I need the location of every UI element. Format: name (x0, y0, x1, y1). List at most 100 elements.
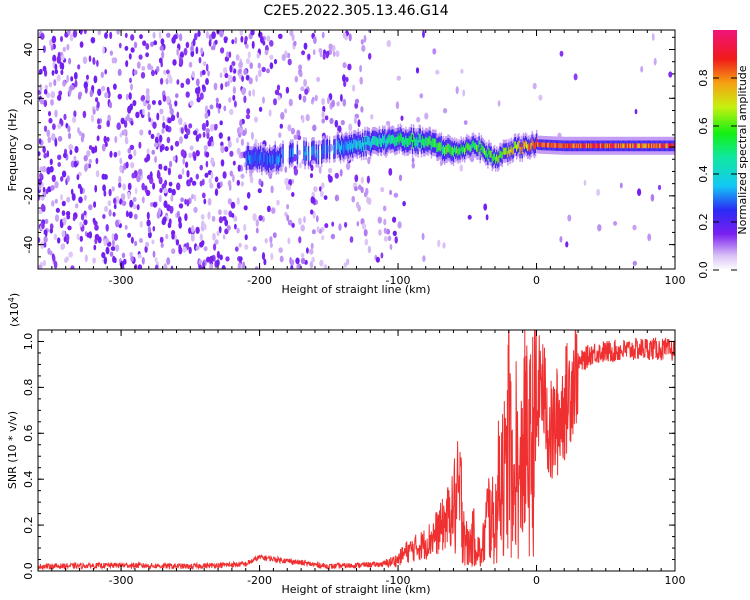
noise-speck (166, 136, 171, 144)
signal-core (509, 149, 511, 157)
signal-core (501, 152, 503, 160)
noise-speck (134, 187, 138, 195)
signal-core (532, 141, 534, 149)
noise-speck (159, 108, 164, 115)
noise-speck (244, 35, 248, 42)
noise-speck (330, 233, 336, 240)
signal-core (598, 143, 600, 149)
noise-speck (92, 257, 96, 264)
signal-core (511, 147, 513, 155)
noise-speck (38, 138, 42, 145)
signal-core (459, 148, 461, 156)
noise-speck (321, 111, 325, 118)
signal-core (344, 142, 346, 151)
noise-speck (329, 117, 334, 125)
noise-speck (321, 235, 325, 241)
noise-speck (146, 174, 152, 180)
noise-speck (300, 224, 306, 232)
noise-speck (216, 250, 220, 259)
noise-speck (49, 223, 54, 230)
noise-speck (120, 117, 125, 125)
noise-speck (95, 157, 99, 165)
signal-core (599, 143, 601, 149)
noise-speck (185, 91, 190, 98)
noise-speck (105, 246, 110, 255)
noise-speck (240, 36, 244, 43)
noise-speck (43, 236, 48, 243)
signal-core (326, 144, 328, 154)
noise-speck (93, 201, 97, 208)
signal-core (652, 143, 654, 149)
noise-speck (210, 124, 214, 132)
noise-speck (296, 129, 301, 137)
signal-core (353, 139, 355, 148)
noise-speck (197, 30, 201, 37)
noise-speck (650, 194, 655, 202)
signal-core (313, 146, 315, 155)
signal-core (624, 143, 626, 149)
noise-speck (322, 53, 326, 60)
noise-speck (216, 230, 220, 237)
noise-speck (123, 128, 127, 136)
noise-speck (171, 248, 176, 255)
noise-speck (368, 52, 372, 60)
noise-speck (77, 64, 81, 70)
snr-panel: -300 -200 -100 0 100 0.0 0.2 0.4 0.6 0.8 1.0 Heigh… (6, 293, 686, 596)
signal-core (399, 132, 402, 142)
noise-speck (298, 71, 303, 78)
colorbar-tick-label: 0.8 (697, 69, 710, 87)
y-tick-label: 0.0 (22, 562, 35, 580)
signal-core (385, 139, 387, 149)
noise-speck (136, 61, 141, 69)
signal-core (436, 143, 438, 152)
signal-core (616, 143, 619, 149)
signal-core (365, 142, 367, 151)
signal-core (280, 152, 282, 162)
noise-speck (252, 246, 257, 252)
noise-speck (223, 105, 227, 112)
noise-speck (343, 262, 347, 268)
noise-speck (128, 53, 132, 60)
noise-speck (393, 192, 399, 198)
noise-speck (331, 99, 335, 108)
noise-speck (170, 114, 176, 122)
noise-speck (158, 207, 162, 216)
signal-core (305, 146, 307, 156)
noise-speck (651, 33, 655, 41)
signal-core (548, 142, 550, 148)
noise-speck (298, 64, 303, 71)
noise-speck (107, 200, 112, 207)
noise-speck (139, 129, 144, 136)
signal-core (531, 138, 533, 146)
noise-speck (538, 94, 543, 101)
noise-speck (159, 236, 164, 244)
noise-speck (216, 101, 219, 109)
noise-speck (245, 43, 249, 49)
noise-speck (559, 236, 563, 243)
noise-speck (43, 242, 47, 248)
noise-speck (195, 226, 200, 234)
noise-speck (229, 108, 234, 116)
noise-speck (353, 117, 357, 124)
noise-speck (50, 185, 55, 191)
signal-core (469, 145, 471, 153)
noise-speck (188, 123, 193, 129)
signal-core (373, 136, 375, 145)
noise-speck (324, 115, 329, 121)
signal-core (347, 144, 349, 153)
y-tick-label: 0.6 (22, 425, 35, 443)
noise-speck (336, 101, 340, 107)
noise-speck (232, 86, 236, 94)
noise-speck (109, 31, 113, 40)
noise-speck (325, 51, 329, 59)
noise-speck (300, 257, 306, 265)
noise-speck (119, 132, 123, 138)
signal-core (534, 141, 537, 149)
noise-speck (127, 232, 132, 238)
noise-speck (295, 257, 300, 265)
noise-speck (385, 228, 391, 235)
noise-speck (437, 239, 441, 248)
signal-core (608, 143, 610, 149)
signal-core (414, 137, 416, 146)
y-tick-label: 0 (22, 144, 35, 151)
